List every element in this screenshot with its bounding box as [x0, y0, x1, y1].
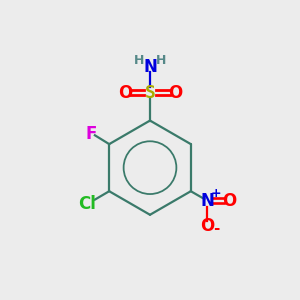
- Text: O: O: [222, 192, 237, 210]
- Text: O: O: [200, 217, 214, 235]
- Text: O: O: [168, 84, 182, 102]
- Text: F: F: [86, 125, 97, 143]
- Text: N: N: [143, 58, 157, 76]
- Text: H: H: [156, 54, 166, 67]
- Text: N: N: [200, 192, 214, 210]
- Text: S: S: [145, 84, 155, 102]
- Text: O: O: [118, 84, 132, 102]
- Text: Cl: Cl: [79, 195, 97, 213]
- Text: -: -: [213, 221, 219, 236]
- Text: H: H: [134, 54, 144, 67]
- Text: +: +: [210, 187, 221, 200]
